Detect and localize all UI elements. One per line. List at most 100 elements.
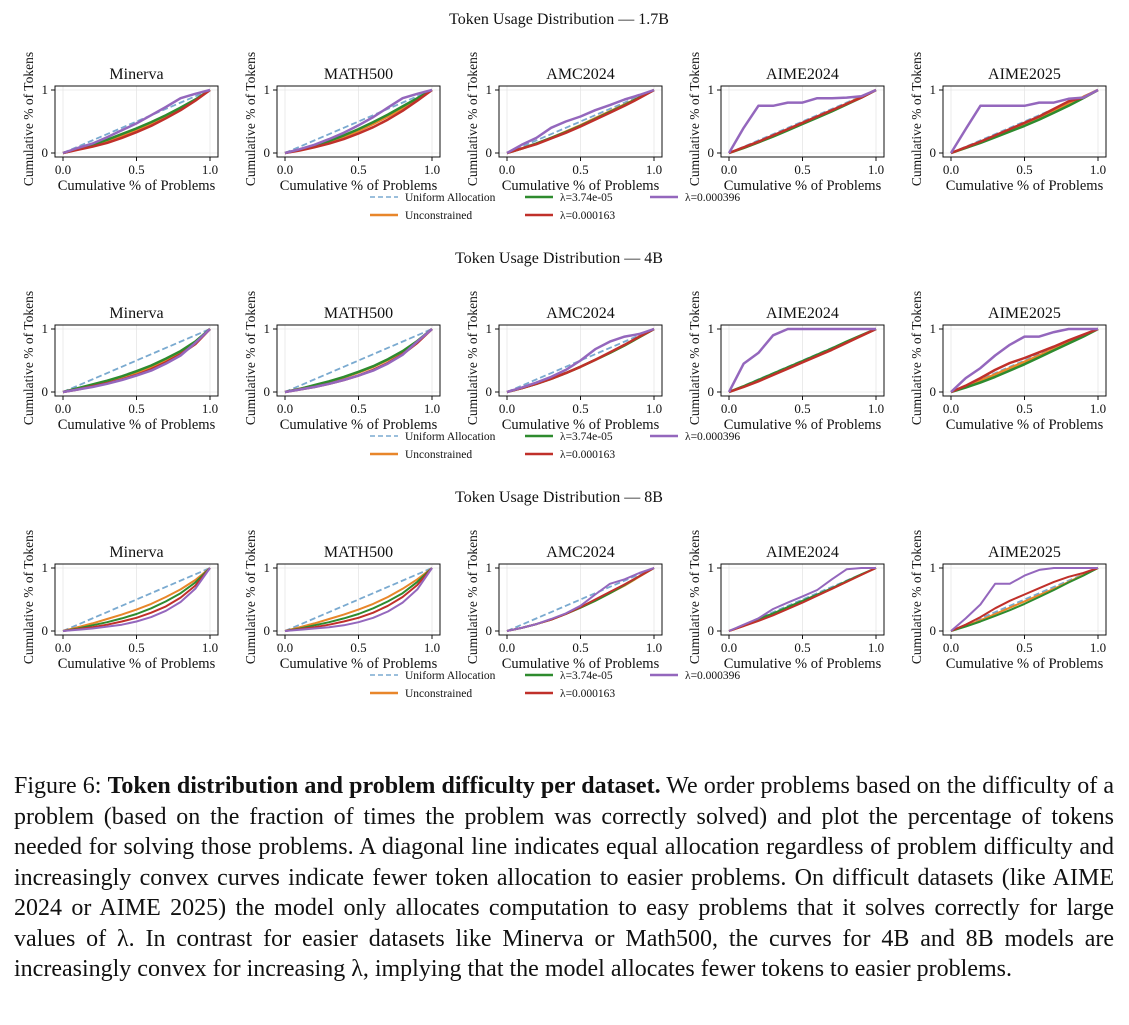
panel-aime2024: AIME2024 0.0 0.5 1.0 0 1 Cumulative % of Probl… [687, 291, 885, 433]
figure-panels: Token Usage Distribution — 1.7B Minerva 0.… [21, 11, 1107, 700]
y-axis-label: Cumulative % of Tokens [21, 52, 36, 186]
series-line-0000396 [506, 567, 655, 632]
y-axis-label: Cumulative % of Tokens [21, 291, 36, 425]
y-tick-label: 1 [42, 82, 49, 97]
x-axis-label: Cumulative % of Problems [502, 417, 660, 433]
y-tick-label: 0 [930, 384, 937, 399]
y-axis-label: Cumulative % of Tokens [687, 291, 702, 425]
x-tick-label: 1.0 [202, 640, 218, 655]
y-tick-label: 0 [708, 623, 715, 638]
x-axis-label: Cumulative % of Problems [280, 656, 438, 672]
x-tick-label: 1.0 [868, 640, 884, 655]
series-line-0000396 [727, 327, 876, 393]
panel-title: Minerva [109, 305, 163, 322]
series-line-0000396 [949, 88, 1099, 154]
y-tick-label: 0 [930, 623, 937, 638]
x-axis-label: Cumulative % of Problems [58, 417, 216, 433]
figure-row-1: Token Usage Distribution — 1.7B Minerva 0.… [21, 11, 1107, 222]
series-line-374e05 [950, 567, 1099, 632]
panel-aime2025: AIME2025 0.0 0.5 1.0 0 1 Cumulative % of Probl… [909, 291, 1107, 433]
x-axis-label: Cumulative % of Problems [280, 417, 438, 433]
y-tick-label: 1 [708, 82, 715, 97]
panel-title: MATH500 [324, 305, 393, 322]
x-tick-label: 0.5 [350, 162, 366, 177]
x-tick-label: 0.5 [350, 640, 366, 655]
x-tick-label: 0.0 [943, 162, 959, 177]
x-axis-label: Cumulative % of Problems [724, 417, 882, 433]
series-line-0000396 [284, 88, 433, 155]
x-tick-label: 0.5 [572, 401, 588, 416]
legend-label: λ=3.74e-05 [560, 192, 613, 204]
y-tick-label: 1 [264, 321, 271, 336]
x-tick-label: 0.0 [55, 162, 71, 177]
x-axis-label: Cumulative % of Problems [58, 656, 216, 672]
series-line-0000163 [950, 88, 1099, 155]
y-axis-label: Cumulative % of Tokens [687, 530, 702, 664]
y-axis-label: Cumulative % of Tokens [909, 291, 924, 425]
legend-label: λ=0.000396 [685, 192, 740, 204]
y-axis-label: Cumulative % of Tokens [687, 52, 702, 186]
x-tick-label: 1.0 [646, 640, 662, 655]
series-line-0000396 [62, 567, 211, 632]
x-tick-label: 0.0 [943, 401, 959, 416]
row-title: Token Usage Distribution — 4B [455, 250, 663, 267]
y-axis-label: Cumulative % of Tokens [21, 530, 36, 664]
series-line-0000163 [506, 88, 655, 155]
x-tick-label: 0.0 [55, 640, 71, 655]
x-tick-label: 1.0 [202, 401, 218, 416]
series-line-0000163 [950, 327, 1099, 394]
panel-title: AIME2025 [988, 66, 1061, 83]
x-tick-label: 0.0 [721, 640, 737, 655]
legend-label: Uniform Allocation [405, 192, 496, 204]
x-tick-label: 0.0 [499, 640, 515, 655]
panel-aime2025: AIME2025 0.0 0.5 1.0 0 1 Cumulative % of Probl… [909, 530, 1107, 672]
x-axis-label: Cumulative % of Problems [946, 656, 1104, 672]
panel-minerva: Minerva 0.0 0.5 1.0 0 1 Cumulative % of Proble… [21, 52, 219, 194]
series-line-Unconstrained [284, 567, 433, 632]
series-line-0000396 [506, 88, 655, 155]
y-tick-label: 0 [486, 145, 493, 160]
series-line-0000396 [727, 88, 877, 154]
x-axis-label: Cumulative % of Problems [58, 178, 216, 194]
y-tick-label: 1 [486, 82, 493, 97]
series-line-0000163 [284, 567, 433, 632]
panel-title: AIME2025 [988, 305, 1061, 322]
x-axis-label: Cumulative % of Problems [724, 656, 882, 672]
figure-caption: Figure 6: Token distribution and problem… [14, 771, 1114, 985]
panel-amc2024: AMC2024 0.0 0.5 1.0 0 1 Cumulative % of Proble… [465, 52, 663, 194]
x-tick-label: 0.0 [721, 162, 737, 177]
x-tick-label: 1.0 [868, 401, 884, 416]
panel-title: AIME2025 [988, 544, 1061, 561]
x-axis-label: Cumulative % of Problems [724, 178, 882, 194]
y-tick-label: 1 [930, 82, 937, 97]
y-tick-label: 0 [264, 145, 271, 160]
series-line-0000163 [62, 88, 211, 155]
x-tick-label: 0.5 [794, 640, 810, 655]
x-tick-label: 1.0 [424, 162, 440, 177]
series-line-0000396 [506, 327, 655, 394]
series-line-0000396 [62, 328, 211, 394]
panel-amc2024: AMC2024 0.0 0.5 1.0 0 1 Cumulative % of Proble… [465, 291, 663, 433]
series-line-0000396 [62, 88, 211, 155]
x-tick-label: 1.0 [1090, 401, 1106, 416]
panel-title: MATH500 [324, 66, 393, 83]
y-tick-label: 0 [708, 384, 715, 399]
legend-label: Unconstrained [405, 210, 472, 222]
panel-title: AIME2024 [766, 305, 839, 322]
y-tick-label: 0 [708, 145, 715, 160]
panel-minerva: Minerva 0.0 0.5 1.0 0 1 Cumulative % of Proble… [21, 530, 219, 672]
series-line-0000163 [728, 567, 877, 632]
series-line-374e05 [284, 328, 433, 394]
y-tick-label: 1 [486, 321, 493, 336]
panel-math500: MATH500 0.0 0.5 1.0 0 1 Cumulative % of Proble… [243, 52, 441, 194]
y-tick-label: 1 [264, 82, 271, 97]
y-tick-label: 1 [42, 321, 49, 336]
caption-bold: Token distribution and problem difficult… [107, 773, 661, 799]
panel-title: AIME2024 [766, 66, 839, 83]
series-line-0000163 [950, 567, 1099, 632]
y-tick-label: 1 [708, 560, 715, 575]
y-axis-label: Cumulative % of Tokens [465, 291, 480, 425]
x-tick-label: 0.5 [794, 401, 810, 416]
x-axis-label: Cumulative % of Problems [280, 178, 438, 194]
panel-math500: MATH500 0.0 0.5 1.0 0 1 Cumulative % of Proble… [243, 530, 441, 672]
